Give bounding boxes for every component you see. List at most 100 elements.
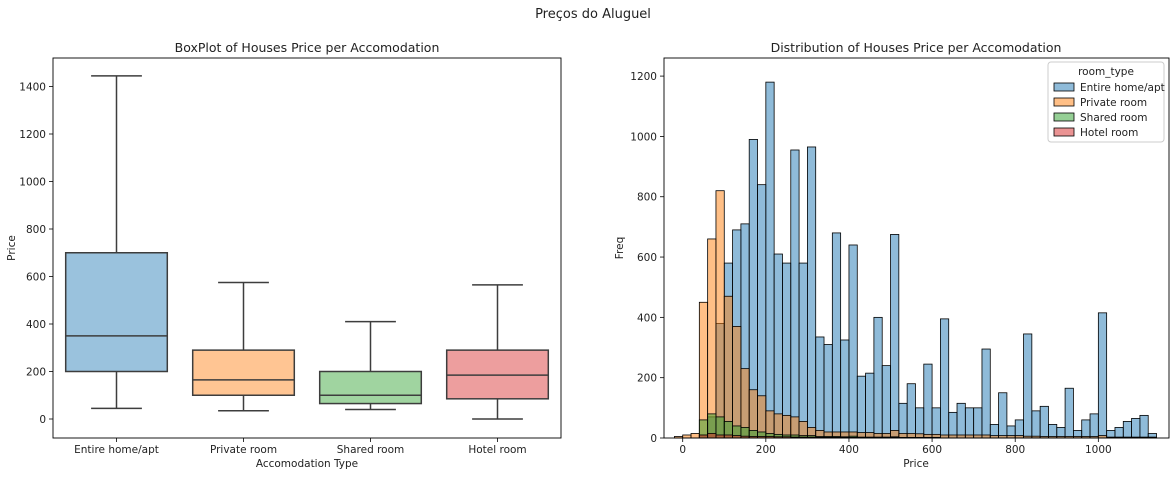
histogram-bar bbox=[1031, 410, 1041, 439]
legend-title: room_type bbox=[1078, 66, 1134, 78]
histogram-bar bbox=[715, 190, 725, 439]
histogram-bar bbox=[865, 372, 875, 439]
histogram-ytick-label: 1000 bbox=[630, 131, 657, 143]
histogram-ytick-label: 200 bbox=[637, 373, 657, 385]
legend-swatch bbox=[1053, 97, 1075, 107]
histogram-bar bbox=[948, 434, 958, 439]
figure-title: Preços do Aluguel bbox=[535, 7, 651, 22]
box-iqr bbox=[64, 252, 169, 373]
boxplot-xtick-label: Hotel room bbox=[468, 444, 526, 456]
histogram-bar bbox=[956, 434, 966, 439]
histogram-bar bbox=[790, 149, 800, 439]
histogram-bar bbox=[1122, 421, 1132, 439]
histogram-bar bbox=[856, 375, 866, 439]
histogram-bar bbox=[698, 301, 709, 439]
boxplot-ytick-label: 200 bbox=[26, 367, 46, 379]
histogram-bar bbox=[906, 383, 916, 439]
histogram-xtick-label: 1000 bbox=[1085, 444, 1112, 456]
histogram-bar bbox=[964, 434, 975, 439]
histogram-bar bbox=[1064, 387, 1074, 439]
boxplot-ytick-label: 1000 bbox=[19, 177, 46, 189]
histogram-bar bbox=[939, 434, 950, 439]
histogram-bar bbox=[1097, 312, 1108, 439]
histogram-bar bbox=[1048, 424, 1058, 439]
histogram-bar bbox=[690, 433, 700, 439]
histogram-bar bbox=[782, 262, 792, 439]
legend-label: Private room bbox=[1080, 97, 1147, 109]
histogram-ylabel: Freq bbox=[614, 237, 626, 260]
boxplot-ytick-label: 1200 bbox=[19, 129, 46, 141]
boxplot-xtick-label: Private room bbox=[210, 444, 277, 456]
boxplot-xlabel: Accomodation Type bbox=[256, 458, 358, 470]
histogram-bar bbox=[881, 365, 891, 439]
histogram-frame bbox=[663, 57, 1170, 439]
histogram-bar bbox=[823, 344, 833, 439]
histogram-bar bbox=[848, 244, 858, 439]
boxplot-ytick-label: 400 bbox=[26, 319, 46, 331]
histogram-ytick-label: 400 bbox=[637, 312, 657, 324]
histogram-bar bbox=[682, 434, 692, 439]
histogram-chart: Distribution of Houses Price per Accomod… bbox=[614, 40, 1170, 470]
histogram-xtick-label: 0 bbox=[679, 444, 686, 456]
histogram-bar bbox=[840, 339, 850, 439]
histogram-bar bbox=[973, 407, 983, 439]
histogram-ytick-label: 800 bbox=[637, 192, 657, 204]
histogram-bar bbox=[1131, 417, 1141, 439]
histogram-bar bbox=[1039, 405, 1049, 439]
boxplot-ytick-label: 1400 bbox=[19, 82, 46, 94]
histogram-bar bbox=[948, 411, 958, 439]
histogram-bar bbox=[923, 363, 933, 439]
histogram-bar bbox=[890, 234, 900, 439]
histogram-bar bbox=[873, 316, 883, 439]
histogram-bar bbox=[973, 434, 983, 439]
histogram-bar bbox=[732, 326, 742, 439]
histogram-bar bbox=[707, 433, 717, 439]
histogram-legend: room_type Entire home/apt Private room Shar… bbox=[1047, 61, 1165, 143]
boxplot-ytick-label: 0 bbox=[39, 414, 46, 426]
histogram-bar bbox=[981, 434, 991, 439]
histogram-bar bbox=[698, 434, 709, 439]
histogram-bar bbox=[707, 238, 717, 439]
histogram-xtick-label: 600 bbox=[922, 444, 942, 456]
histogram-bar bbox=[715, 434, 725, 439]
histogram-xtick-label: 200 bbox=[756, 444, 776, 456]
histogram-title: Distribution of Houses Price per Accomod… bbox=[771, 40, 1062, 55]
histogram-bar bbox=[981, 348, 991, 439]
legend-swatch bbox=[1053, 82, 1075, 92]
histogram-xlabel: Price bbox=[903, 458, 929, 470]
histogram-bar bbox=[1089, 413, 1099, 439]
boxplot-ytick-label: 800 bbox=[26, 224, 46, 236]
boxplot-ytick-label: 600 bbox=[26, 272, 46, 284]
histogram-bar bbox=[998, 392, 1008, 439]
histogram-bar bbox=[898, 402, 908, 439]
histogram-bar bbox=[964, 407, 975, 439]
boxplot-xtick-label: Shared room bbox=[337, 444, 404, 456]
histogram-bar bbox=[806, 146, 817, 439]
histogram-bar bbox=[1139, 414, 1149, 439]
histogram-bar bbox=[831, 232, 842, 439]
histogram-xtick-label: 800 bbox=[1005, 444, 1025, 456]
boxplot-ylabel: Price bbox=[6, 235, 18, 261]
boxplot-frame bbox=[52, 57, 562, 439]
histogram-bar bbox=[1114, 427, 1124, 439]
histogram-bar bbox=[798, 262, 808, 439]
legend-label: Shared room bbox=[1080, 112, 1147, 124]
histogram-ytick-label: 600 bbox=[637, 252, 657, 264]
box-iqr bbox=[191, 349, 296, 396]
histogram-bar bbox=[765, 81, 775, 439]
legend-swatch bbox=[1053, 112, 1075, 122]
histogram-bar bbox=[723, 434, 733, 439]
histogram-bar bbox=[931, 407, 941, 439]
histogram-ytick-label: 0 bbox=[650, 433, 657, 445]
histogram-bar bbox=[1081, 419, 1091, 439]
boxplot-title: BoxPlot of Houses Price per Accomodation bbox=[175, 40, 440, 55]
histogram-ytick-label: 1200 bbox=[630, 71, 657, 83]
legend-swatch bbox=[1053, 127, 1075, 137]
boxplot-xtick-label: Entire home/apt bbox=[74, 444, 159, 456]
histogram-bar bbox=[773, 253, 783, 439]
box-iqr bbox=[318, 370, 423, 405]
histogram-bar bbox=[939, 318, 950, 439]
histogram-xtick-label: 400 bbox=[839, 444, 859, 456]
boxplot-chart: BoxPlot of Houses Price per Accomodation… bbox=[6, 40, 562, 470]
histogram-bar bbox=[723, 295, 733, 439]
